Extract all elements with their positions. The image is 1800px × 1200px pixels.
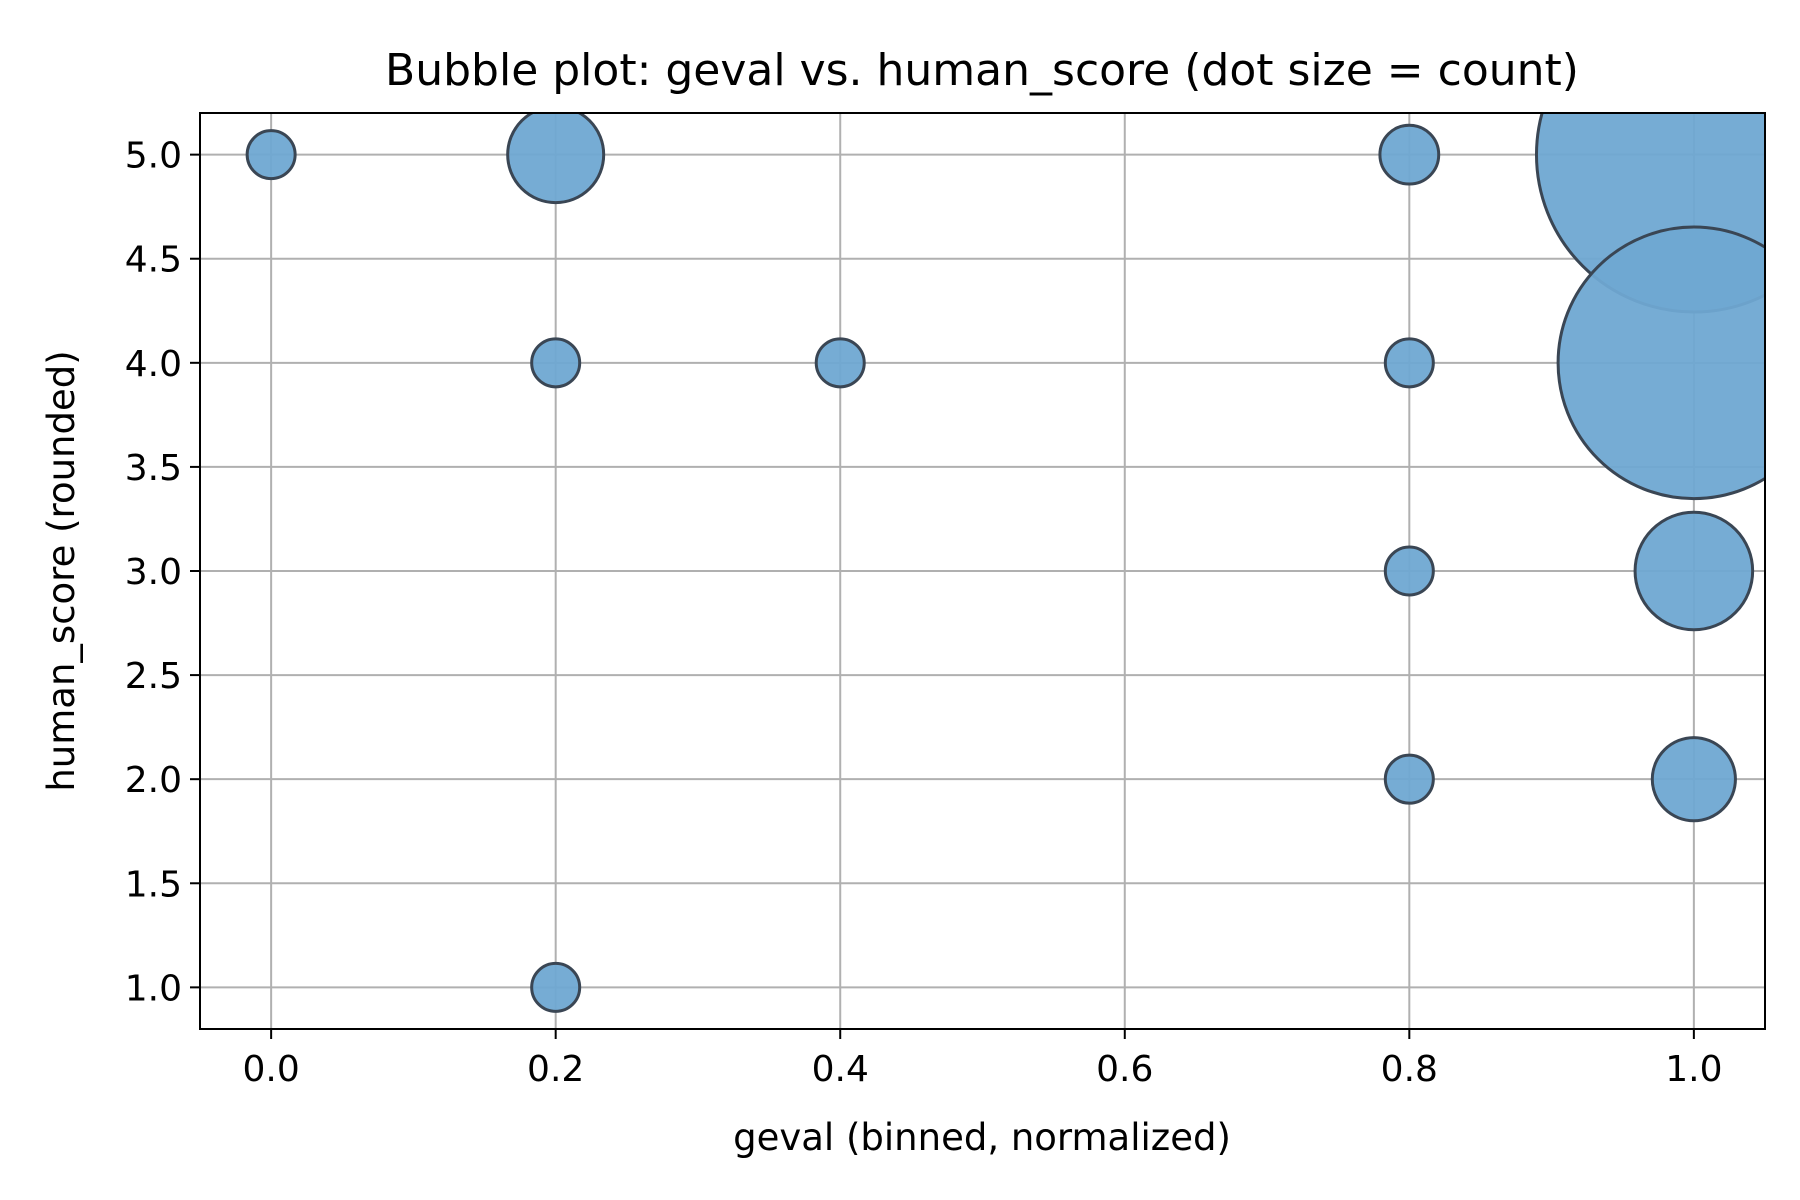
x-tick-label: 0.0 [243, 1049, 300, 1090]
bubble-point [1383, 753, 1435, 805]
y-axis-label: human_score (rounded) [40, 350, 83, 791]
y-tick-label: 5.0 [125, 136, 182, 177]
y-tick-label: 1.5 [125, 864, 182, 905]
bubble-point [530, 337, 582, 389]
y-tick-label: 3.5 [125, 448, 182, 489]
x-tick-label: 0.8 [1381, 1049, 1438, 1090]
bubble-group [245, 113, 1765, 1013]
y-axis-ticks: 1.0 1.5 2.0 2.5 3.0 3.5 4.0 4.5 5.0 [125, 136, 200, 1009]
bubble-point [814, 337, 866, 389]
bubble-point [506, 113, 606, 205]
x-tick-label: 1.0 [1665, 1049, 1722, 1090]
x-axis-label: geval (binned, normalized) [733, 1116, 1231, 1159]
x-tick-label: 0.4 [812, 1049, 869, 1090]
y-tick-label: 3.0 [125, 552, 182, 593]
bubble-point [1650, 736, 1737, 823]
bubble-point [1378, 123, 1441, 186]
y-tick-label: 4.5 [125, 240, 182, 281]
y-tick-label: 2.0 [125, 760, 182, 801]
y-tick-label: 4.0 [125, 344, 182, 385]
bubble-point [1556, 225, 1765, 501]
bubble-point [1383, 337, 1435, 389]
bubble-point [1383, 545, 1435, 597]
bubble-point [1633, 510, 1755, 632]
x-tick-label: 0.2 [527, 1049, 584, 1090]
bubble-point [530, 961, 582, 1013]
chart-title: Bubble plot: geval vs. human_score (dot … [385, 45, 1579, 96]
x-axis-ticks: 0.0 0.2 0.4 0.6 0.8 1.0 [243, 1029, 1722, 1090]
y-tick-label: 1.0 [125, 968, 182, 1009]
grid-lines [200, 113, 1765, 1029]
bubble-point [245, 129, 297, 181]
y-tick-label: 2.5 [125, 656, 182, 697]
x-tick-label: 0.6 [1096, 1049, 1153, 1090]
